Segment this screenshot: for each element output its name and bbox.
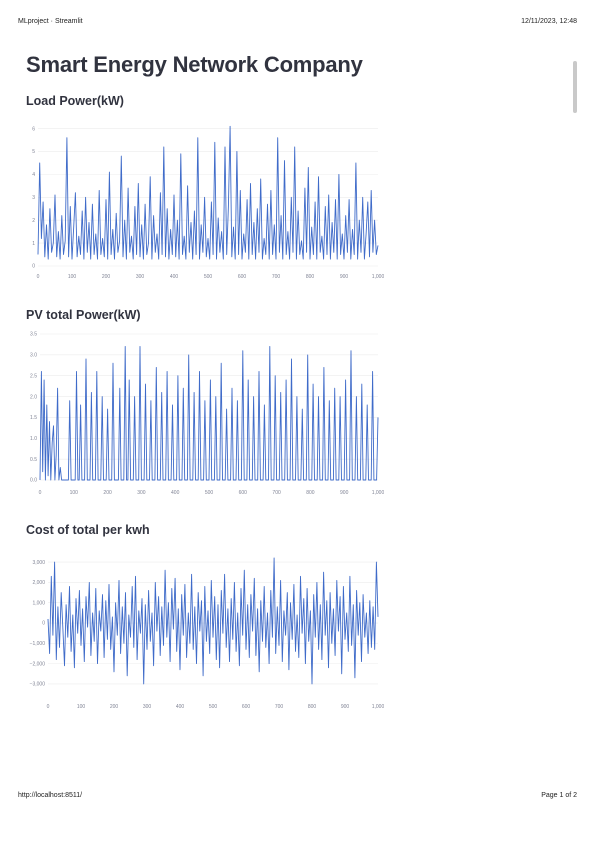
x-tick-label: 300 [137,490,146,496]
chart-cost[interactable]: −3,000 −2,000 −1,000 0 1,000 2,000 3,000 0 100 20… [26,548,384,716]
pv-power-svg[interactable]: 0.0 0.5 1.0 1.5 2.0 2.5 3.0 3.5 0 100 200 300 400 500… [26,328,384,500]
x-tick-label: 200 [110,704,119,710]
cost-svg[interactable]: −3,000 −2,000 −1,000 0 1,000 2,000 3,000 0 100 20… [26,548,384,716]
series-line[interactable] [39,346,379,481]
y-tick-label: −1,000 [30,641,46,647]
y-tick-label: 0 [42,621,45,627]
x-tick-label: 100 [68,274,77,280]
series-line[interactable] [37,125,379,260]
chart-title-cost: Cost of total per kwh [26,523,150,537]
x-tick-label: 0 [37,274,40,280]
page-title: Smart Energy Network Company [26,52,363,77]
x-tick-label: 1,000 [372,490,384,496]
print-url: http://localhost:8511/ [18,792,83,799]
x-tick-label: 1,000 [372,274,384,280]
print-page-label: MLproject · Streamlit [18,18,83,25]
y-tick-label: 1 [32,241,35,247]
x-tick-label: 900 [340,490,349,496]
print-page-number: Page 1 of 2 [541,792,577,799]
y-tick-label: 0.0 [30,478,37,484]
x-tick-label: 600 [238,274,247,280]
chart-title-load-power: Load Power(kW) [26,94,124,108]
y-tick-label: 3,000 [32,560,45,566]
y-tick-label: 4 [32,172,35,178]
print-datetime: 12/11/2023, 12:48 [521,18,577,25]
y-tick-label: 1.0 [30,436,37,442]
x-tick-label: 800 [306,274,315,280]
x-tick-label: 800 [306,490,315,496]
x-tick-label: 100 [77,704,86,710]
x-tick-label: 100 [70,490,79,496]
print-footer: http://localhost:8511/ Page 1 of 2 [18,792,577,804]
load-power-svg[interactable]: 0 1 2 3 4 5 6 0 100 200 300 400 500 600 700 800 900 1,000 [26,118,384,286]
x-tick-label: 500 [209,704,218,710]
y-tick-label: 3.0 [30,353,37,359]
y-tick-label: 0 [32,264,35,270]
x-tick-label: 400 [176,704,185,710]
x-tick-label: 300 [143,704,152,710]
chart-pv-power[interactable]: 0.0 0.5 1.0 1.5 2.0 2.5 3.0 3.5 0 100 200 300 400 500… [26,328,384,500]
y-tick-label: 1.5 [30,415,37,421]
y-tick-label: 6 [32,126,35,132]
y-tick-label: 3.5 [30,332,37,338]
x-tick-label: 400 [171,490,180,496]
x-tick-label: 1,000 [372,704,384,710]
x-tick-label: 400 [170,274,179,280]
x-tick-label: 700 [275,704,284,710]
x-tick-label: 200 [102,274,111,280]
y-tick-label: 3 [32,195,35,201]
y-tick-label: −2,000 [30,661,46,667]
x-tick-label: 500 [205,490,214,496]
x-tick-label: 700 [272,490,281,496]
y-tick-label: 5 [32,149,35,155]
x-tick-label: 200 [103,490,112,496]
y-tick-label: −3,000 [30,682,46,688]
y-tick-label: 2.0 [30,394,37,400]
x-tick-label: 500 [204,274,213,280]
y-tick-label: 2 [32,218,35,224]
y-tick-label: 2,000 [32,580,45,586]
x-tick-label: 900 [341,704,350,710]
x-tick-label: 600 [239,490,248,496]
y-tick-label: 0.5 [30,457,37,463]
y-tick-label: 1,000 [32,600,45,606]
chart-title-pv-power: PV total Power(kW) [26,308,141,322]
x-tick-label: 600 [242,704,251,710]
x-tick-label: 800 [308,704,317,710]
x-tick-label: 0 [47,704,50,710]
print-header: MLproject · Streamlit 12/11/2023, 12:48 [18,18,577,30]
x-tick-label: 0 [39,490,42,496]
chart-load-power[interactable]: 0 1 2 3 4 5 6 0 100 200 300 400 500 600 700 800 900 1,000 [26,118,384,286]
x-tick-label: 900 [340,274,349,280]
x-tick-label: 300 [136,274,145,280]
x-tick-label: 700 [272,274,281,280]
series-line[interactable] [47,557,379,685]
scrollbar-thumb[interactable] [573,61,577,113]
y-tick-label: 2.5 [30,373,37,379]
